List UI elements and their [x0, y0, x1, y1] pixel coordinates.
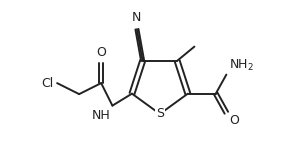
Text: N: N [132, 11, 142, 24]
Text: Cl: Cl [42, 77, 54, 90]
Text: NH: NH [92, 109, 110, 122]
Text: S: S [156, 107, 164, 120]
Text: NH$_2$: NH$_2$ [229, 58, 254, 73]
Text: O: O [96, 46, 106, 59]
Text: O: O [229, 114, 239, 127]
